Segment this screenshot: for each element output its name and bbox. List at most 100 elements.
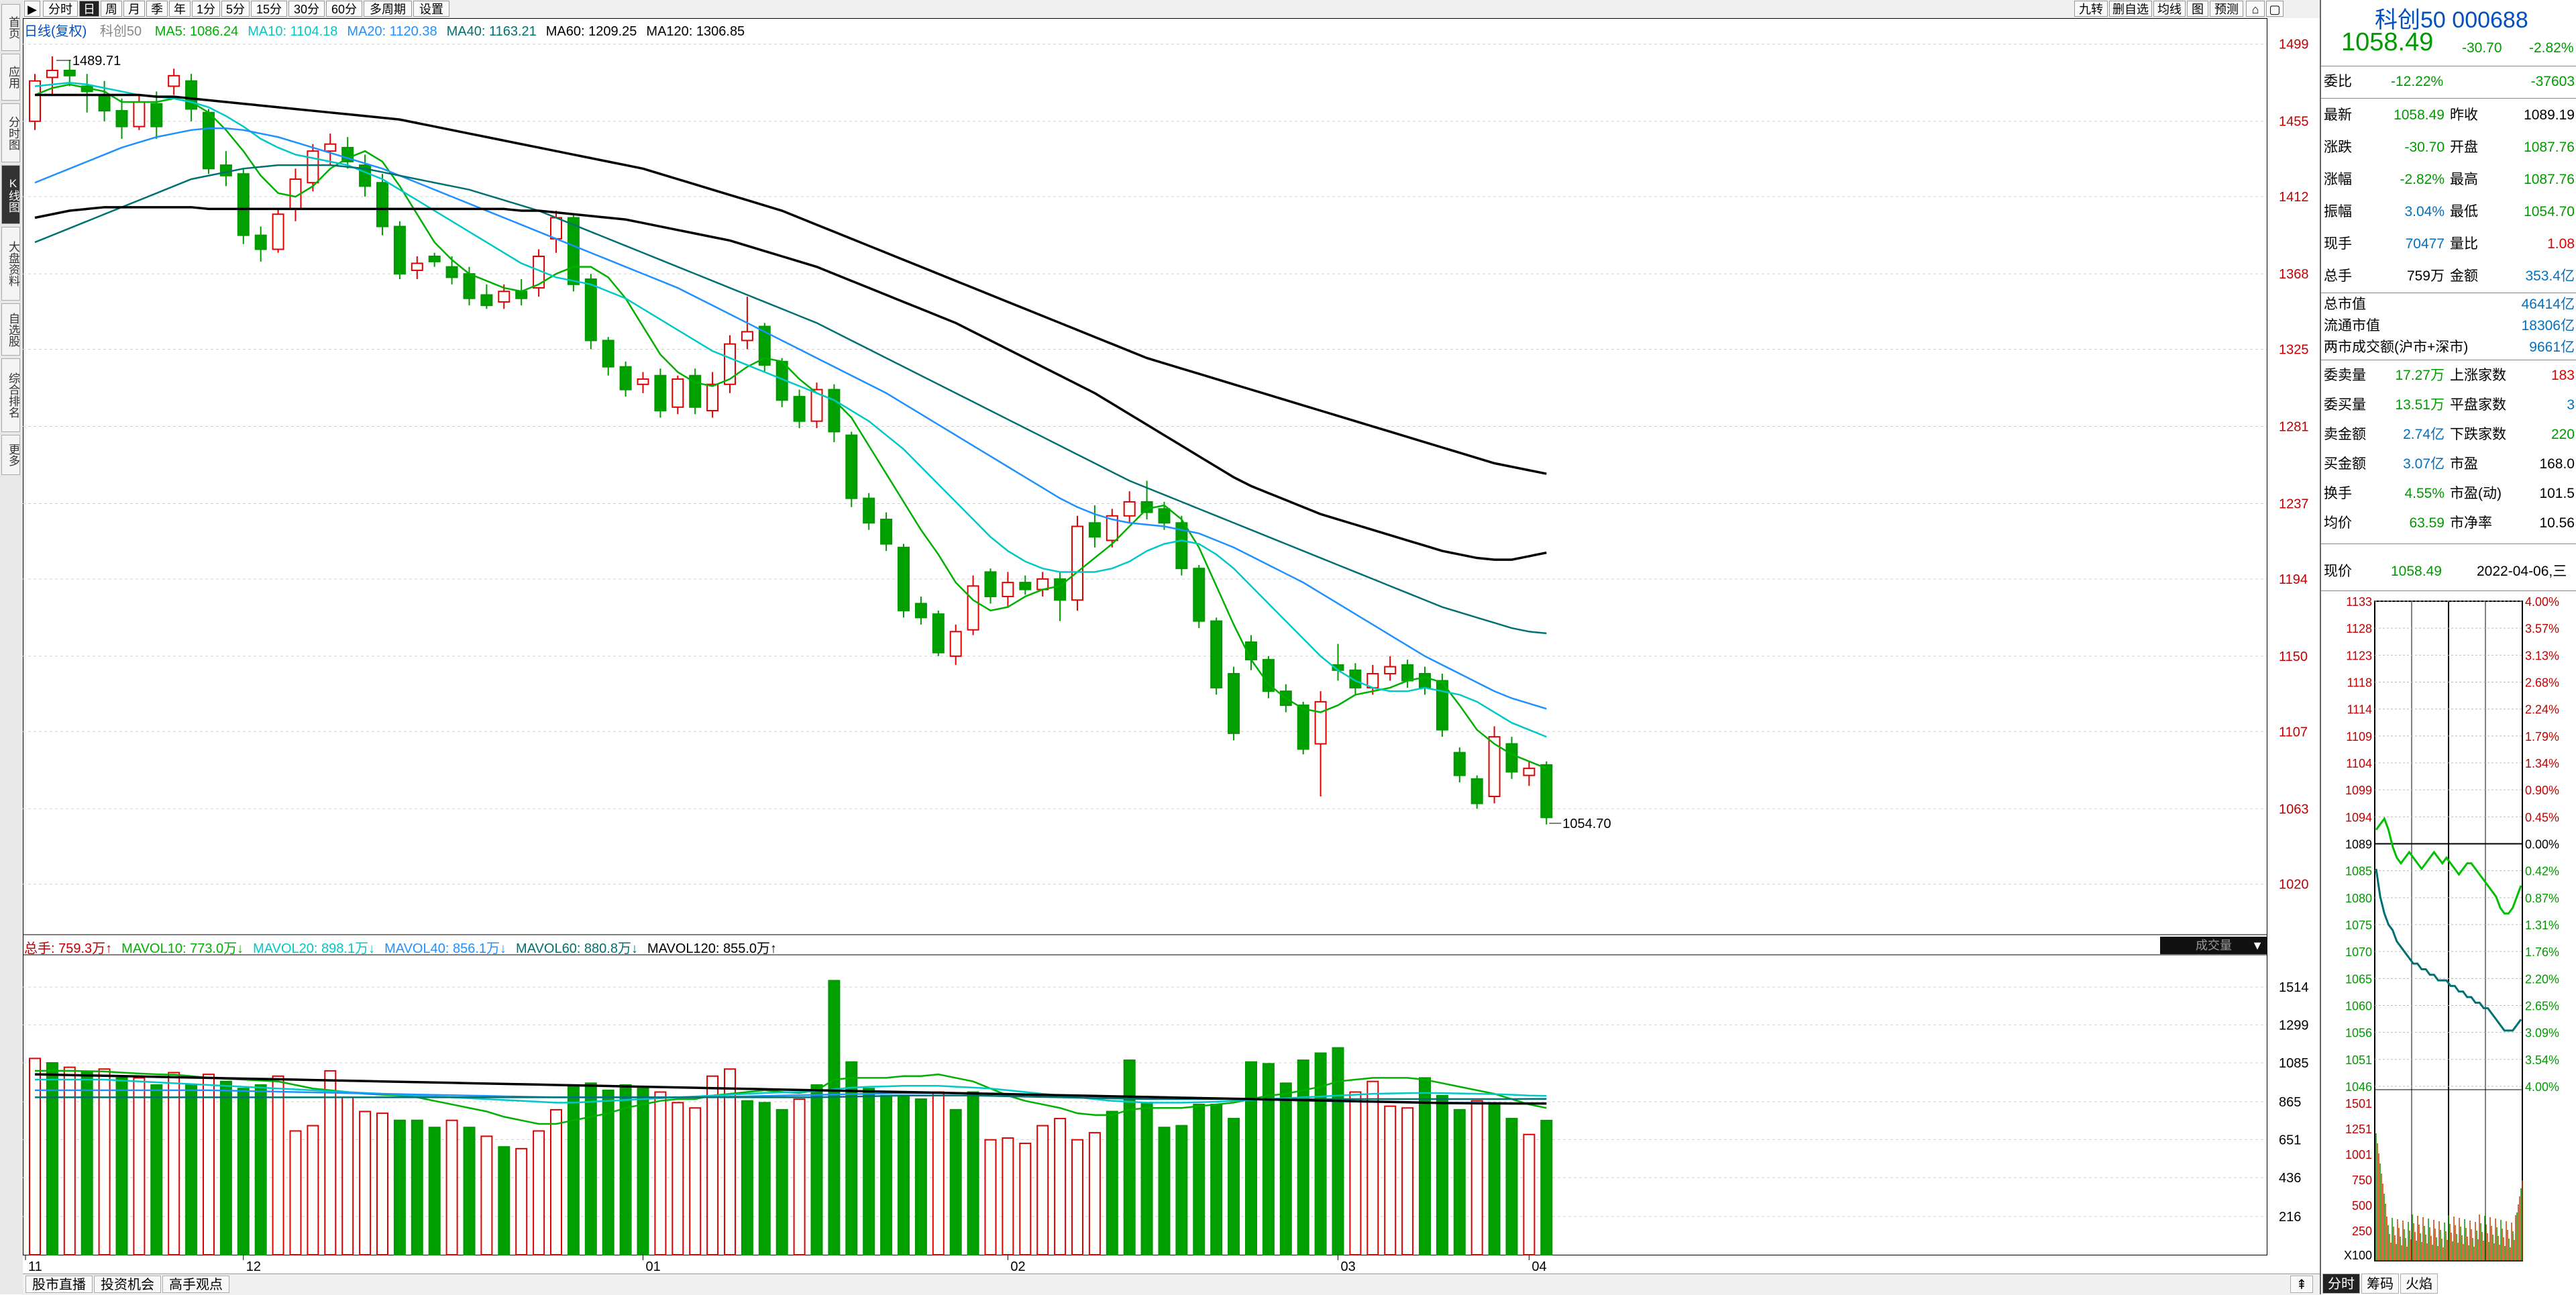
volume-bar[interactable] xyxy=(932,1091,945,1256)
volume-bar[interactable] xyxy=(1401,1107,1414,1255)
candle[interactable] xyxy=(1123,491,1136,523)
candle[interactable] xyxy=(706,372,719,418)
toolbar-tool[interactable]: 九转 xyxy=(2074,1,2108,17)
period-tab[interactable]: 日 xyxy=(79,1,99,17)
volume-bar[interactable] xyxy=(550,1108,562,1256)
volume-bar[interactable] xyxy=(1054,1118,1067,1255)
volume-bar[interactable] xyxy=(1088,1132,1101,1256)
candle[interactable] xyxy=(672,375,684,415)
volume-bar[interactable] xyxy=(1228,1118,1240,1255)
volume-bar[interactable] xyxy=(619,1084,632,1256)
volume-bar[interactable] xyxy=(1002,1137,1014,1255)
scroll-up-icon[interactable]: ⇞ xyxy=(2290,1276,2313,1293)
volume-bar[interactable] xyxy=(219,1080,232,1256)
candle[interactable] xyxy=(445,256,458,284)
volume-bar[interactable] xyxy=(1332,1047,1344,1255)
volume-bar[interactable] xyxy=(567,1084,580,1256)
candle[interactable] xyxy=(1019,575,1032,595)
volume-bar[interactable] xyxy=(1505,1118,1518,1255)
candle[interactable] xyxy=(1436,674,1448,737)
volume-bar[interactable] xyxy=(203,1074,215,1256)
period-tab[interactable]: 5分 xyxy=(221,1,250,17)
candle[interactable] xyxy=(324,134,337,166)
toolbar-back-icon[interactable]: ▶ xyxy=(24,1,40,17)
candle[interactable] xyxy=(515,278,528,306)
candle[interactable] xyxy=(828,384,841,443)
volume-bar[interactable] xyxy=(914,1098,927,1256)
candle[interactable] xyxy=(533,249,545,297)
candle[interactable] xyxy=(219,151,232,187)
volume-bar[interactable] xyxy=(724,1068,736,1255)
left-nav-item[interactable]: 自选股 xyxy=(1,303,20,356)
period-tab[interactable]: 设置 xyxy=(413,1,449,17)
volume-bar[interactable] xyxy=(706,1075,719,1255)
candle[interactable] xyxy=(1488,726,1501,804)
candle[interactable] xyxy=(898,543,910,618)
volume-bar[interactable] xyxy=(1470,1100,1483,1255)
candle[interactable] xyxy=(984,568,997,604)
volume-bar[interactable] xyxy=(80,1071,93,1255)
left-nav-item[interactable]: 分时图 xyxy=(1,103,20,162)
period-tab[interactable]: 多周期 xyxy=(364,1,412,17)
candle[interactable] xyxy=(602,337,614,376)
volume-bar[interactable] xyxy=(272,1075,284,1255)
volume-bar[interactable] xyxy=(672,1102,684,1256)
candle[interactable] xyxy=(376,174,388,236)
toolbar-tool[interactable]: 预测 xyxy=(2210,1,2243,17)
volume-bar[interactable] xyxy=(689,1107,702,1255)
candle[interactable] xyxy=(168,68,180,95)
volume-bar[interactable] xyxy=(758,1102,771,1256)
candle[interactable] xyxy=(793,389,806,429)
candle[interactable] xyxy=(1470,775,1483,809)
volume-bar[interactable] xyxy=(1158,1127,1171,1255)
candle[interactable] xyxy=(1349,663,1362,695)
volume-bar[interactable] xyxy=(46,1062,58,1255)
volume-bar[interactable] xyxy=(428,1127,441,1255)
candle[interactable] xyxy=(949,624,962,665)
volume-bar[interactable] xyxy=(880,1094,893,1256)
candle[interactable] xyxy=(1419,666,1431,695)
volume-bar[interactable] xyxy=(810,1084,823,1256)
volume-bar[interactable] xyxy=(602,1089,614,1255)
candle[interactable] xyxy=(1262,656,1275,698)
candle[interactable] xyxy=(967,575,979,635)
volume-bar[interactable] xyxy=(949,1108,962,1256)
period-tab[interactable]: 1分 xyxy=(192,1,220,17)
candle[interactable] xyxy=(29,74,41,130)
volume-bar[interactable] xyxy=(1523,1133,1536,1255)
lock-icon[interactable]: ⌂ xyxy=(2246,1,2265,17)
candle[interactable] xyxy=(1540,761,1553,825)
volume-bar[interactable] xyxy=(150,1084,163,1256)
candle[interactable] xyxy=(463,266,476,306)
volume-bar[interactable] xyxy=(480,1135,493,1256)
period-tab[interactable]: 分时 xyxy=(43,1,78,17)
volume-bar[interactable] xyxy=(376,1112,388,1255)
candle[interactable] xyxy=(393,221,406,279)
volume-bar[interactable] xyxy=(1245,1061,1257,1255)
bottom-tab[interactable]: 高手观点 xyxy=(162,1276,229,1293)
candle[interactable] xyxy=(115,98,128,139)
left-nav-item[interactable]: 更多 xyxy=(1,435,20,475)
candle[interactable] xyxy=(428,252,441,267)
period-tab[interactable]: 年 xyxy=(169,1,191,17)
candle[interactable] xyxy=(932,610,945,656)
volume-bar[interactable] xyxy=(289,1130,302,1255)
left-nav-item[interactable]: 综合排名 xyxy=(1,358,20,432)
candle[interactable] xyxy=(411,256,423,279)
volume-bar[interactable] xyxy=(1123,1059,1136,1256)
volume-bar[interactable] xyxy=(775,1108,788,1256)
candle[interactable] xyxy=(810,382,823,429)
candle[interactable] xyxy=(1384,656,1397,681)
candle[interactable] xyxy=(1193,564,1205,629)
volume-bar[interactable] xyxy=(1297,1059,1309,1256)
kline-chart-svg[interactable]: 1499 1455 1412 1368 1325 1281 1237 1194 1150 1107… xyxy=(23,18,2320,1274)
candle[interactable] xyxy=(1088,505,1101,548)
candle[interactable] xyxy=(724,335,736,393)
volume-bar[interactable] xyxy=(463,1127,476,1255)
candle[interactable] xyxy=(63,60,76,87)
volume-bar[interactable] xyxy=(63,1066,76,1256)
volume-bar[interactable] xyxy=(133,1077,146,1256)
volume-bar[interactable] xyxy=(237,1088,250,1256)
candle[interactable] xyxy=(1314,691,1327,796)
candle[interactable] xyxy=(1366,664,1379,695)
